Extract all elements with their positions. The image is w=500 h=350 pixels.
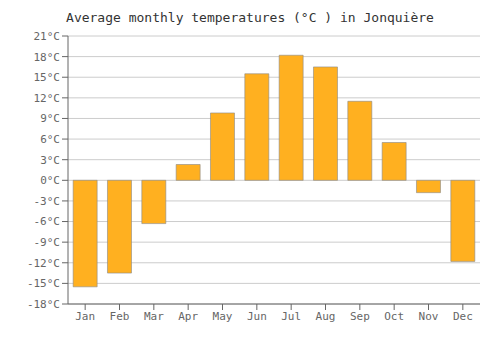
svg-text:Feb: Feb	[110, 310, 130, 323]
html-text:Average monthly temperatures (: Average monthly temperatures (°C ) in Jo…	[66, 10, 434, 25]
svg-text:Apr: Apr	[178, 310, 198, 323]
svg-text:Jun: Jun	[247, 310, 267, 323]
svg-text:0°C: 0°C	[40, 174, 60, 187]
svg-text:Nov: Nov	[419, 310, 439, 323]
svg-text:-3°C: -3°C	[34, 195, 61, 208]
svg-text:Mar: Mar	[144, 310, 164, 323]
svg-text:Jul: Jul	[281, 310, 301, 323]
svg-text:-15°C: -15°C	[27, 277, 60, 290]
svg-text:-6°C: -6°C	[34, 215, 61, 228]
svg-text:12°C: 12°C	[34, 92, 61, 105]
svg-text:15°C: 15°C	[34, 71, 61, 84]
svg-text:Aug: Aug	[316, 310, 336, 323]
svg-text:Jan: Jan	[75, 310, 95, 323]
svg-text:6°C: 6°C	[40, 133, 60, 146]
svg-text:18°C: 18°C	[34, 51, 61, 64]
svg-text:Sep: Sep	[350, 310, 370, 323]
svg-text:-9°C: -9°C	[34, 236, 61, 249]
svg-text:Dec: Dec	[453, 310, 473, 323]
svg-text:Oct: Oct	[384, 310, 404, 323]
svg-text:21°C: 21°C	[34, 30, 61, 43]
svg-text:May: May	[213, 310, 233, 323]
svg-text:-18°C: -18°C	[27, 298, 60, 311]
svg-text:3°C: 3°C	[40, 154, 60, 167]
svg-text:9°C: 9°C	[40, 112, 60, 125]
svg-text:-12°C: -12°C	[27, 257, 60, 270]
